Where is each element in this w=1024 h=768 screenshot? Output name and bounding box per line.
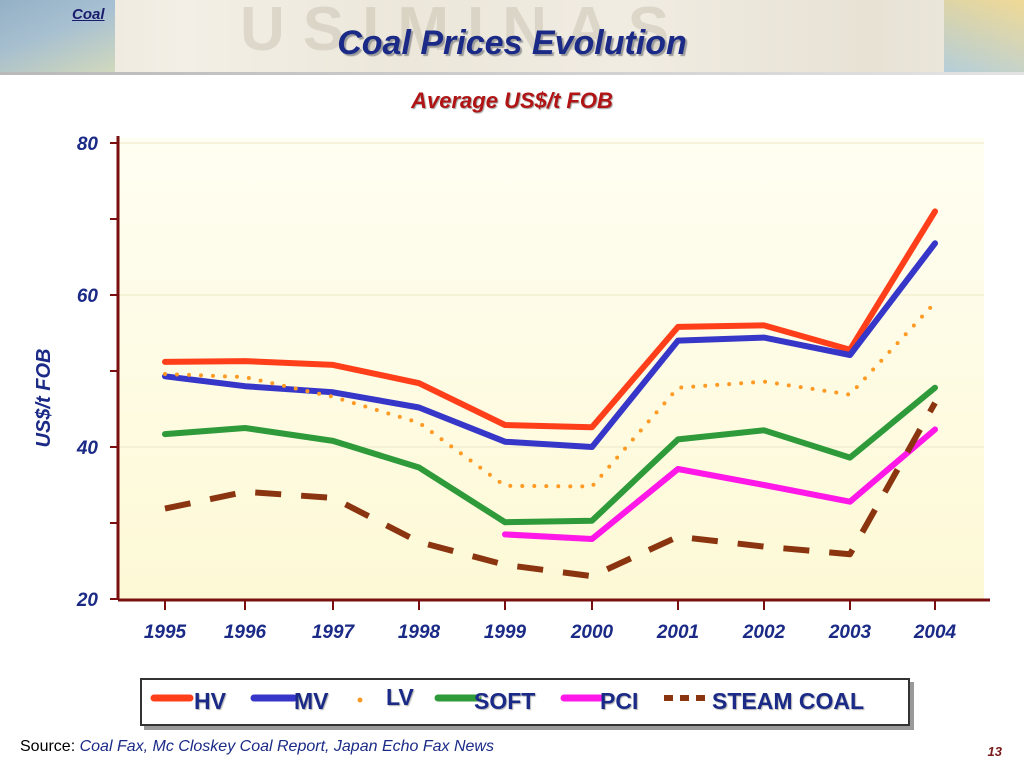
y-tick-label: 80 bbox=[77, 134, 99, 155]
y-tick-label: 40 bbox=[76, 438, 99, 459]
y-tick-label: 20 bbox=[76, 590, 99, 611]
legend-item-lv: LV bbox=[142, 680, 902, 724]
header-banner: USIMINAS Coal Coal Prices Evolution bbox=[0, 0, 1024, 72]
series-line-hv bbox=[162, 208, 938, 431]
legend-item-soft: SOFT bbox=[142, 680, 902, 724]
page-number: 13 bbox=[987, 744, 1002, 759]
series-line-mv bbox=[162, 240, 938, 450]
x-tick-label: 1998 bbox=[398, 622, 441, 643]
legend-swatch bbox=[250, 694, 298, 702]
legend-item-pci: PCI bbox=[142, 680, 902, 724]
legend-label: LV bbox=[386, 684, 414, 710]
legend-label: STEAM COAL bbox=[712, 688, 865, 714]
legend-swatch bbox=[560, 694, 604, 702]
legend-swatch bbox=[434, 694, 482, 702]
series-line-soft bbox=[162, 384, 938, 526]
series-line-pci bbox=[502, 426, 938, 542]
x-tick-label: 2004 bbox=[913, 622, 957, 643]
flag-decoration-left bbox=[0, 0, 115, 72]
source-prefix: Source: bbox=[20, 738, 76, 755]
legend-swatch bbox=[150, 694, 194, 702]
x-tick-label: 2002 bbox=[742, 622, 786, 643]
legend-swatch bbox=[664, 695, 708, 701]
flag-decoration-right bbox=[944, 0, 1024, 72]
legend-swatch bbox=[357, 697, 363, 703]
legend-label: MV bbox=[294, 688, 329, 714]
plot-area bbox=[118, 138, 984, 599]
y-tick-label: 60 bbox=[77, 286, 99, 307]
x-tick-label: 2001 bbox=[656, 622, 699, 643]
x-tick-label: 1996 bbox=[224, 622, 267, 643]
chart-title: Average US$/t FOB bbox=[411, 88, 613, 113]
x-tick-label: 1997 bbox=[312, 622, 356, 643]
legend-item-mv: MV bbox=[142, 680, 902, 724]
series-line-steam-coal bbox=[164, 401, 938, 580]
x-tick-label: 2000 bbox=[570, 622, 614, 643]
legend-label: PCI bbox=[600, 688, 639, 714]
x-tick-label: 1995 bbox=[144, 622, 187, 643]
slide-title: Coal Prices Evolution bbox=[337, 24, 687, 62]
source-text: Coal Fax, Mc Closkey Coal Report, Japan … bbox=[79, 738, 494, 755]
source-note: Source: Coal Fax, Mc Closkey Coal Report… bbox=[20, 738, 494, 756]
banner-divider bbox=[0, 72, 1024, 75]
legend-item-steam-coal: STEAM COAL bbox=[142, 680, 902, 724]
legend-label: SOFT bbox=[474, 688, 536, 714]
legend-label: HV bbox=[194, 688, 226, 714]
x-tick-label: 2003 bbox=[828, 622, 872, 643]
x-tick-label: 1999 bbox=[484, 622, 527, 643]
banner-watermark-logo: USIMINAS bbox=[240, 0, 688, 64]
chart-legend: HV MV LV SOFT PCI STEAM COAL bbox=[140, 678, 910, 726]
legend-item-hv: HV bbox=[142, 680, 902, 724]
y-axis-title: US$/t FOB bbox=[33, 349, 55, 448]
section-label: Coal bbox=[72, 6, 105, 23]
